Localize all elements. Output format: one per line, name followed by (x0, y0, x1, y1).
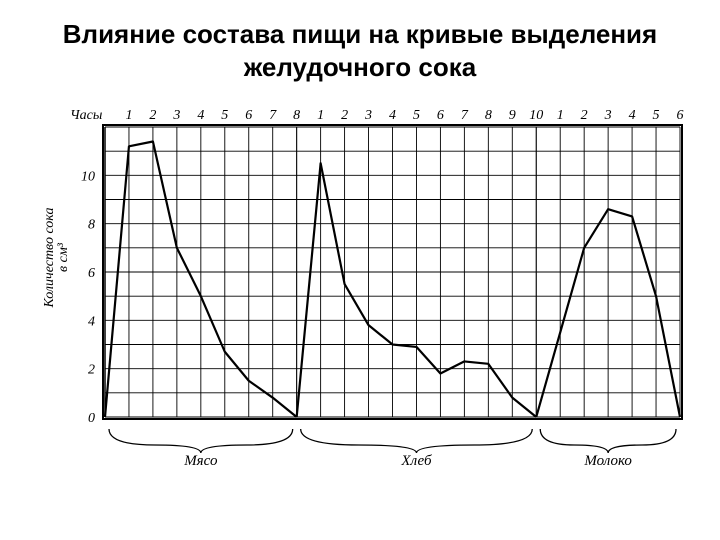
section-label: Мясо (183, 453, 218, 469)
y-tick-label: 8 (88, 218, 95, 233)
x-tick-label: 1 (125, 108, 132, 123)
x-tick-label: 2 (341, 108, 348, 123)
section-label: Молоко (583, 453, 632, 469)
chart-svg: 1 2 3 4 5 6 7 8 1 2 3 4 5 6 7 8 9 10 1 2 3 4 5 6 0 2 4 6 8 10 Часы Коли… (30, 97, 690, 497)
y-tick-label: 4 (88, 314, 95, 329)
x-tick-label: 6 (437, 108, 444, 123)
x-tick-label: 2 (581, 108, 588, 123)
x-tick-label: 5 (653, 108, 660, 123)
y-tick-label: 10 (81, 169, 95, 184)
x-tick-label: 1 (557, 108, 564, 123)
x-tick-label: 4 (197, 108, 204, 123)
x-tick-label: 3 (364, 108, 372, 123)
y-tick-label: 2 (88, 363, 95, 378)
page-title: Влияние состава пищи на кривые выделения… (40, 18, 680, 83)
x-tick-label: 7 (269, 108, 277, 123)
x-tick-label: 3 (172, 108, 180, 123)
x-tick-label: 4 (389, 108, 396, 123)
x-tick-label: 2 (149, 108, 156, 123)
x-tick-label: 8 (293, 108, 300, 123)
x-tick-label: 4 (629, 108, 636, 123)
y-tick-label: 0 (88, 411, 95, 426)
y-tick-label: 6 (88, 266, 95, 281)
x-tick-label: 5 (413, 108, 420, 123)
x-tick-label: 5 (221, 108, 228, 123)
x-tick-label: 6 (677, 108, 684, 123)
x-tick-label: 1 (317, 108, 324, 123)
y-axis-label: Количество сокав см³ (42, 207, 71, 308)
section-brace (109, 429, 293, 453)
x-tick-label: 8 (485, 108, 492, 123)
section-brace (301, 429, 533, 453)
section-label: Хлеб (400, 453, 432, 469)
x-tick-label: 9 (509, 108, 516, 123)
x-tick-label: 6 (245, 108, 252, 123)
x-axis-label: Часы (70, 108, 102, 123)
gastric-secretion-chart: 1 2 3 4 5 6 7 8 1 2 3 4 5 6 7 8 9 10 1 2 3 4 5 6 0 2 4 6 8 10 Часы Коли… (30, 97, 690, 497)
x-tick-label: 7 (461, 108, 469, 123)
x-tick-label: 3 (604, 108, 612, 123)
section-brace (540, 429, 676, 453)
x-tick-label: 10 (529, 108, 543, 123)
